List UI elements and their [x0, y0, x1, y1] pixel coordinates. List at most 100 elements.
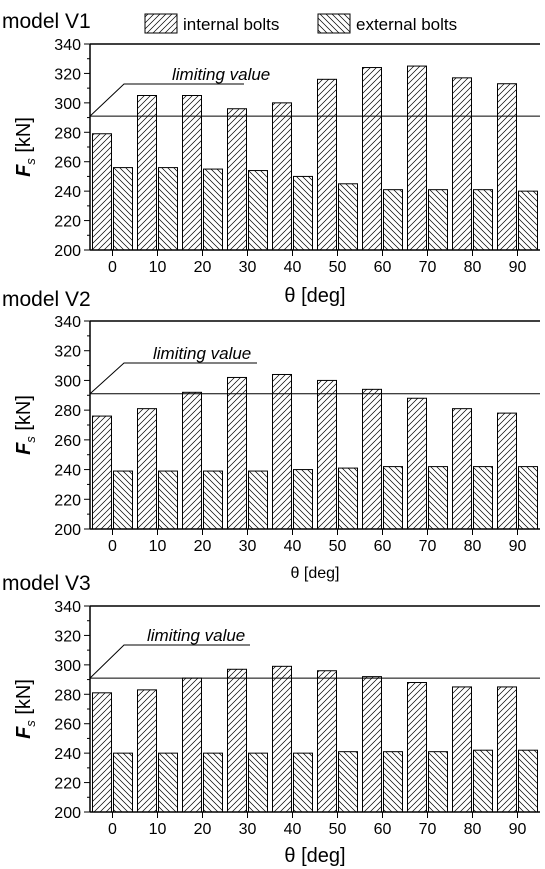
- limiting-value-label: limiting value: [147, 626, 245, 645]
- x-tick-label-90: 90: [509, 259, 527, 276]
- y-tick-label-220: 220: [54, 492, 81, 509]
- bar-external-90: [518, 466, 538, 530]
- x-tick-label-20: 20: [194, 259, 212, 276]
- bar-external-0: [113, 470, 133, 530]
- y-tick-label-280: 280: [54, 403, 81, 420]
- bar-internal-0: [92, 692, 112, 813]
- y-tick-label-280: 280: [54, 687, 81, 704]
- bar-external-30: [248, 470, 268, 530]
- bar-internal-90: [497, 83, 517, 251]
- bar-internal-30: [227, 108, 247, 251]
- panel-title: model V2: [2, 288, 91, 311]
- bar-external-10: [158, 167, 178, 251]
- bar-external-10: [158, 752, 178, 813]
- bar-internal-30: [227, 376, 247, 530]
- x-tick-label-60: 60: [374, 538, 392, 555]
- y-tick-label-340: 340: [54, 37, 81, 54]
- bar-external-80: [473, 189, 493, 251]
- y-tick-label-260: 260: [54, 155, 81, 172]
- x-tick-label-40: 40: [284, 821, 302, 838]
- y-tick-label-300: 300: [54, 96, 81, 113]
- x-tick-label-30: 30: [239, 259, 257, 276]
- x-tick-label-40: 40: [284, 259, 302, 276]
- bar-external-90: [518, 749, 538, 813]
- bar-external-50: [338, 751, 358, 813]
- bar-internal-60: [362, 388, 382, 530]
- y-tick-label-240: 240: [54, 463, 81, 480]
- x-tick-label-0: 0: [108, 538, 117, 555]
- y-tick-label-320: 320: [54, 344, 81, 361]
- limiting-value-callout: [89, 362, 257, 395]
- x-tick-label-70: 70: [419, 821, 437, 838]
- bar-external-0: [113, 752, 133, 813]
- y-tick-label-300: 300: [54, 373, 81, 390]
- x-tick-label-10: 10: [149, 821, 167, 838]
- bar-internal-50: [317, 78, 337, 251]
- y-tick-label-200: 200: [54, 243, 81, 260]
- bar-external-60: [383, 189, 403, 251]
- bar-internal-60: [362, 67, 382, 251]
- bar-external-70: [428, 751, 448, 813]
- x-tick-label-80: 80: [464, 821, 482, 838]
- x-tick-label-20: 20: [194, 538, 212, 555]
- bar-internal-30: [227, 668, 247, 813]
- y-tick-label-220: 220: [54, 776, 81, 793]
- bar-external-50: [338, 467, 358, 530]
- bar-external-20: [203, 752, 223, 813]
- x-tick-label-30: 30: [239, 821, 257, 838]
- y-tick-label-240: 240: [54, 746, 81, 763]
- y-tick-label-340: 340: [54, 314, 81, 331]
- bar-internal-80: [452, 408, 472, 530]
- limiting-value-label: limiting value: [172, 65, 270, 84]
- bar-external-30: [248, 170, 268, 251]
- bar-internal-40: [272, 373, 292, 530]
- limiting-value-label: limiting value: [153, 344, 251, 363]
- y-tick-label-220: 220: [54, 214, 81, 231]
- legend-label-internal-bolts: internal bolts: [183, 15, 279, 34]
- bar-internal-70: [407, 397, 427, 530]
- bar-external-60: [383, 751, 403, 813]
- bar-external-40: [293, 175, 313, 251]
- bar-internal-10: [137, 689, 157, 813]
- y-tick-label-340: 340: [54, 599, 81, 616]
- limiting-value-callout: [89, 644, 250, 679]
- x-tick-label-50: 50: [329, 821, 347, 838]
- y-tick-label-320: 320: [54, 628, 81, 645]
- bar-external-20: [203, 168, 223, 251]
- y-tick-label-260: 260: [54, 433, 81, 450]
- x-tick-label-50: 50: [329, 259, 347, 276]
- limiting-value-callout: [89, 83, 244, 117]
- bar-internal-0: [92, 415, 112, 530]
- x-tick-label-50: 50: [329, 538, 347, 555]
- bar-external-20: [203, 470, 223, 530]
- bar-internal-20: [182, 95, 202, 251]
- y-axis-label: Fs [kN]: [13, 679, 38, 739]
- legend-swatch-external-bolts: [317, 13, 351, 34]
- bar-internal-50: [317, 670, 337, 813]
- chart-panel-v1: model V1 θ [deg] limiting value 20022024…: [2, 10, 540, 307]
- x-tick-label-90: 90: [509, 538, 527, 555]
- x-tick-label-10: 10: [149, 538, 167, 555]
- x-tick-label-90: 90: [509, 821, 527, 838]
- bar-internal-80: [452, 686, 472, 813]
- x-tick-label-20: 20: [194, 821, 212, 838]
- bar-external-90: [518, 190, 538, 251]
- bar-internal-40: [272, 665, 292, 813]
- y-tick-label-280: 280: [54, 125, 81, 142]
- x-tick-label-60: 60: [374, 259, 392, 276]
- bar-external-80: [473, 749, 493, 813]
- bar-internal-20: [182, 391, 202, 530]
- bar-external-40: [293, 469, 313, 530]
- panel-title: model V3: [2, 572, 91, 595]
- y-tick-label-200: 200: [54, 522, 81, 539]
- x-tick-label-60: 60: [374, 821, 392, 838]
- x-tick-label-80: 80: [464, 259, 482, 276]
- x-tick-label-0: 0: [108, 259, 117, 276]
- bar-internal-50: [317, 379, 337, 530]
- y-tick-label-260: 260: [54, 717, 81, 734]
- bar-internal-80: [452, 77, 472, 251]
- bar-external-80: [473, 466, 493, 530]
- bar-internal-60: [362, 676, 382, 813]
- x-tick-label-70: 70: [419, 259, 437, 276]
